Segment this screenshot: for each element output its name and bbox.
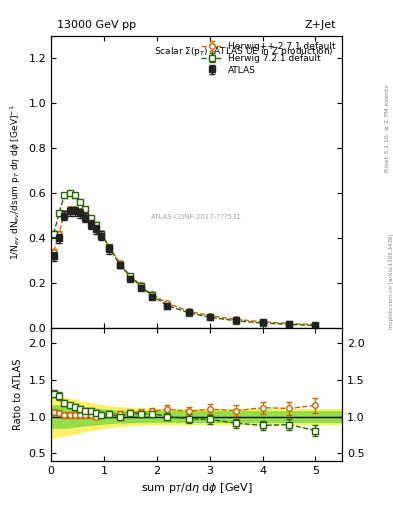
- Y-axis label: 1/N$_{ev}$ dN$_{ev}$/dsum p$_T$ d$\eta$ d$\phi$ [GeV]$^{-1}$: 1/N$_{ev}$ dN$_{ev}$/dsum p$_T$ d$\eta$ …: [9, 104, 23, 260]
- Text: Rivet 3.1.10, ≥ 2.7M events: Rivet 3.1.10, ≥ 2.7M events: [385, 84, 390, 172]
- Text: Z+Jet: Z+Jet: [305, 20, 336, 30]
- Text: mcplots.cern.ch [arXiv:1306.3436]: mcplots.cern.ch [arXiv:1306.3436]: [389, 234, 393, 329]
- X-axis label: sum p$_T$/d$\eta$ d$\phi$ [GeV]: sum p$_T$/d$\eta$ d$\phi$ [GeV]: [141, 481, 252, 495]
- Legend: Herwig++ 2.7.1 default, Herwig 7.2.1 default, ATLAS: Herwig++ 2.7.1 default, Herwig 7.2.1 def…: [199, 40, 338, 76]
- Y-axis label: Ratio to ATLAS: Ratio to ATLAS: [13, 359, 23, 430]
- Text: 13000 GeV pp: 13000 GeV pp: [57, 20, 136, 30]
- Text: Scalar $\Sigma$(p$_T$) (ATLAS UE in Z production): Scalar $\Sigma$(p$_T$) (ATLAS UE in Z pr…: [154, 45, 333, 58]
- Text: ATLAS-CONF-2017-???531: ATLAS-CONF-2017-???531: [151, 214, 242, 220]
